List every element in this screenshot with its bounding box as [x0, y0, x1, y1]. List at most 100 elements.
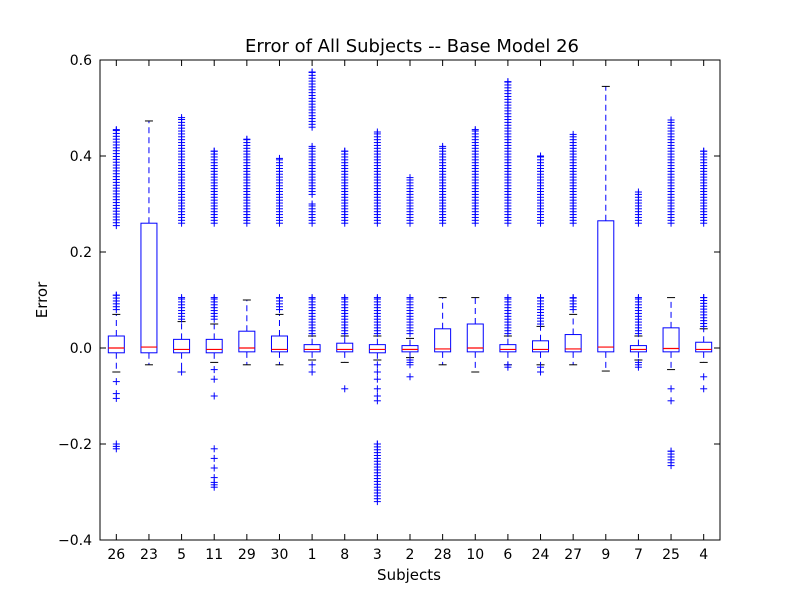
flier-marker: [308, 294, 316, 302]
x-tick-label: 5: [177, 547, 186, 563]
x-tick-label: 11: [205, 547, 223, 563]
box-group-28: 28: [434, 60, 452, 563]
flier-marker: [700, 373, 708, 381]
plot-area: −0.4 −0.2 0.0 0.2 0.4 0.6 26 23 5 11 29 30 1 8 3 2 28 10 6…: [58, 53, 720, 563]
box-group-27: 27: [564, 60, 582, 563]
flier-marker: [569, 130, 577, 138]
flier-marker: [112, 394, 120, 402]
flier-marker: [178, 294, 186, 302]
box: [238, 330, 256, 353]
flier-marker: [275, 294, 283, 302]
box: [401, 345, 419, 353]
flier-marker: [373, 397, 381, 405]
x-tick-label: 28: [434, 547, 452, 563]
box-group-10: 10: [466, 60, 484, 563]
x-tick-label: 1: [308, 547, 317, 563]
flier-marker: [308, 361, 316, 369]
x-tick-label: 7: [634, 547, 643, 563]
flier-marker: [210, 392, 218, 400]
flier-marker: [700, 385, 708, 393]
box-group-5: 5: [173, 60, 191, 563]
flier-marker: [634, 294, 642, 302]
flier-marker: [537, 152, 545, 160]
flier-marker: [471, 126, 479, 134]
box-group-3: 3: [368, 60, 386, 563]
flier-marker: [308, 142, 316, 150]
box: [466, 323, 484, 353]
flier-marker: [667, 385, 675, 393]
y-axis-label: Error: [33, 281, 51, 318]
flier-marker: [210, 464, 218, 472]
y-tick-label: −0.4: [58, 533, 92, 549]
flier-marker: [210, 366, 218, 374]
box-group-7: 7: [629, 60, 647, 563]
box-group-9: 9: [597, 60, 615, 563]
x-tick-label: 2: [406, 547, 415, 563]
box-group-6: 6: [499, 60, 517, 563]
flier-marker: [210, 375, 218, 383]
flier-marker: [373, 361, 381, 369]
box: [368, 344, 386, 354]
flier-marker: [341, 147, 349, 155]
x-tick-label: 27: [564, 547, 582, 563]
flier-marker: [634, 363, 642, 371]
x-tick-label: 25: [662, 547, 680, 563]
flier-marker: [112, 291, 120, 299]
box: [303, 344, 321, 353]
flier-marker: [373, 128, 381, 136]
y-tick-label: −0.2: [58, 437, 92, 453]
flier-marker: [341, 294, 349, 302]
box: [336, 342, 354, 353]
flier-marker: [634, 188, 642, 196]
box: [107, 335, 125, 354]
flier-marker: [700, 294, 708, 302]
flier-marker: [373, 368, 381, 376]
box: [629, 345, 647, 353]
box-group-25: 25: [662, 60, 680, 563]
x-tick-label: 3: [373, 547, 382, 563]
flier-marker: [373, 385, 381, 393]
flier-marker: [406, 294, 414, 302]
flier-marker: [243, 135, 251, 143]
box-group-24: 24: [532, 60, 550, 563]
x-tick-label: 8: [340, 547, 349, 563]
flier-marker: [537, 368, 545, 376]
box-group-23: 23: [140, 60, 158, 563]
flier-marker: [667, 116, 675, 124]
y-tick-label: 0.4: [70, 149, 92, 165]
x-tick-label: 10: [466, 547, 484, 563]
box-group-11: 11: [205, 60, 223, 563]
flier-marker: [373, 440, 381, 448]
box: [434, 328, 452, 353]
box-group-30: 30: [271, 60, 289, 563]
y-tick-label: 0.0: [70, 341, 92, 357]
x-tick-label: 26: [107, 547, 125, 563]
box: [173, 338, 191, 354]
flier-marker: [537, 294, 545, 302]
box-group-4: 4: [695, 60, 713, 563]
flier-marker: [569, 294, 577, 302]
flier-marker: [373, 375, 381, 383]
flier-marker: [210, 445, 218, 453]
box: [597, 220, 615, 353]
plot-frame: [99, 59, 721, 541]
flier-marker: [373, 294, 381, 302]
flier-marker: [504, 363, 512, 371]
flier-marker: [275, 154, 283, 162]
box: [140, 222, 158, 354]
box: [532, 340, 550, 353]
flier-marker: [667, 397, 675, 405]
x-tick-label: 30: [271, 547, 289, 563]
flier-marker: [504, 78, 512, 86]
x-tick-label: 29: [238, 547, 256, 563]
box-group-2: 2: [401, 60, 419, 563]
flier-marker: [210, 294, 218, 302]
box-group-29: 29: [238, 60, 256, 563]
flier-marker: [308, 68, 316, 76]
flier-marker: [504, 294, 512, 302]
box: [205, 338, 223, 354]
x-tick-label: 4: [699, 547, 708, 563]
flier-marker: [112, 126, 120, 134]
